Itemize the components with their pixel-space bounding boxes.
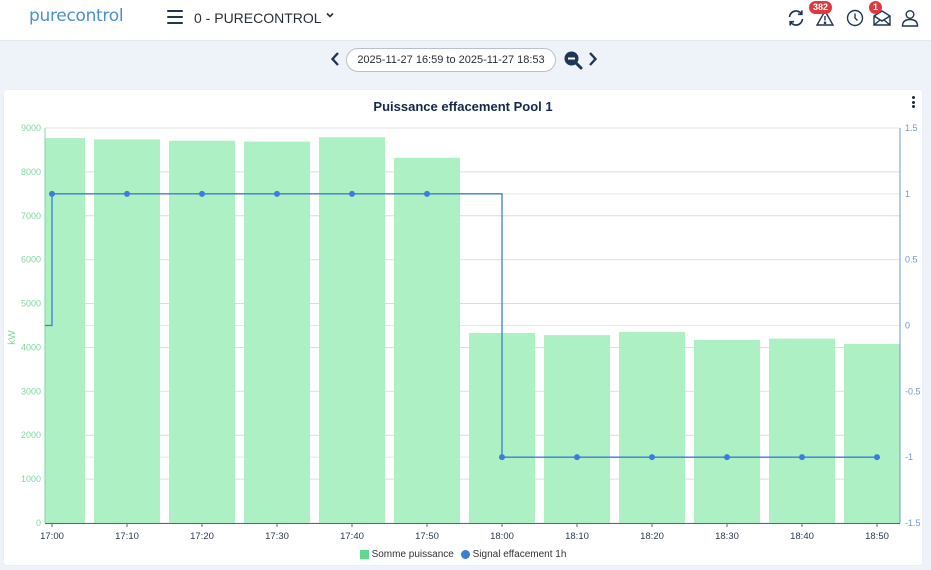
- next-range-button[interactable]: [588, 51, 598, 72]
- signal-point[interactable]: [49, 190, 55, 197]
- svg-text:4000: 4000: [21, 342, 41, 352]
- svg-text:7000: 7000: [21, 211, 41, 221]
- svg-text:8000: 8000: [21, 167, 41, 177]
- svg-text:17:00: 17:00: [40, 531, 64, 542]
- svg-text:0: 0: [905, 321, 910, 331]
- menu-icon[interactable]: [167, 10, 183, 24]
- alerts-badge: 382: [809, 1, 833, 14]
- svg-text:18:30: 18:30: [715, 531, 739, 542]
- bar-1710[interactable]: [94, 139, 160, 523]
- svg-text:18:10: 18:10: [565, 531, 589, 542]
- bar-1730[interactable]: [244, 141, 310, 523]
- svg-text:18:40: 18:40: [790, 531, 814, 542]
- refresh-icon[interactable]: [786, 8, 806, 28]
- date-range-bar: 2025-11-27 16:59 to 2025-11-27 18:53: [0, 47, 931, 75]
- legend-item-somme-puissance[interactable]: Somme puissance: [359, 549, 454, 560]
- svg-text:1000: 1000: [21, 474, 41, 484]
- chart-title: Puissance effacement Pool 1: [373, 99, 553, 114]
- signal-point[interactable]: [199, 190, 205, 197]
- bar-1820[interactable]: [619, 332, 685, 523]
- bar-1750[interactable]: [394, 157, 460, 523]
- bar-1740[interactable]: [319, 137, 385, 523]
- svg-text:2000: 2000: [21, 430, 41, 440]
- svg-text:1: 1: [905, 189, 910, 199]
- warning-icon[interactable]: 382: [809, 1, 835, 28]
- svg-text:17:20: 17:20: [190, 531, 214, 542]
- signal-point[interactable]: [349, 190, 355, 197]
- signal-point[interactable]: [574, 454, 580, 461]
- user-icon[interactable]: [900, 8, 920, 28]
- svg-text:6000: 6000: [21, 255, 41, 265]
- bar-1810[interactable]: [544, 335, 610, 523]
- line-swatch-icon: [460, 550, 470, 559]
- signal-point[interactable]: [874, 454, 880, 461]
- logo[interactable]: purecontrol: [29, 6, 124, 26]
- svg-text:17:10: 17:10: [115, 531, 139, 542]
- bar-1850[interactable]: [844, 343, 900, 523]
- svg-text:0: 0: [36, 518, 41, 528]
- svg-text:18:00: 18:00: [490, 531, 514, 542]
- signal-point[interactable]: [424, 190, 430, 197]
- chart-card: Puissance effacement Pool 1 0 1000 2000 300…: [4, 90, 922, 565]
- site-selector[interactable]: 0 - PURECONTROL: [194, 10, 322, 26]
- signal-point[interactable]: [124, 190, 130, 197]
- signal-point[interactable]: [724, 454, 730, 461]
- svg-text:17:40: 17:40: [340, 531, 364, 542]
- svg-text:1.5: 1.5: [905, 123, 918, 133]
- date-range-picker[interactable]: 2025-11-27 16:59 to 2025-11-27 18:53: [346, 48, 556, 72]
- svg-text:17:30: 17:30: [265, 531, 289, 542]
- svg-text:-1.5: -1.5: [905, 518, 921, 528]
- signal-point[interactable]: [499, 454, 505, 461]
- mail-icon[interactable]: 1: [869, 1, 892, 28]
- bar-1830[interactable]: [694, 339, 760, 523]
- messages-badge: 1: [869, 1, 883, 14]
- svg-text:3000: 3000: [21, 386, 41, 396]
- svg-text:17:50: 17:50: [415, 531, 439, 542]
- bar-1720[interactable]: [169, 140, 235, 523]
- bar-1840[interactable]: [769, 338, 835, 523]
- svg-text:kW: kW: [7, 330, 18, 345]
- svg-text:0.5: 0.5: [905, 255, 918, 265]
- svg-text:9000: 9000: [21, 123, 41, 133]
- chart-menu-icon[interactable]: [909, 96, 917, 110]
- svg-text:18:50: 18:50: [865, 531, 889, 542]
- clock-icon[interactable]: [845, 8, 865, 28]
- signal-point[interactable]: [649, 454, 655, 461]
- previous-range-button[interactable]: [330, 51, 340, 72]
- signal-point[interactable]: [799, 454, 805, 461]
- svg-text:18:20: 18:20: [640, 531, 664, 542]
- legend-item-signal-effacement[interactable]: Signal effacement 1h: [460, 549, 566, 560]
- signal-point[interactable]: [274, 190, 280, 197]
- zoom-out-button[interactable]: [563, 50, 583, 75]
- top-bar: purecontrol 0 - PURECONTROL 382 1: [0, 0, 931, 41]
- bar-swatch-icon: [359, 550, 369, 559]
- svg-text:5000: 5000: [21, 299, 41, 309]
- chart-plot[interactable]: 0 1000 2000 3000 4000 5000 6000 7000 8000 9000 -1.…: [4, 90, 922, 550]
- chevron-down-icon[interactable]: [325, 9, 335, 23]
- chart-legend: Somme puissance Signal effacement 1h: [4, 549, 922, 562]
- svg-text:-1: -1: [905, 452, 913, 462]
- svg-text:-0.5: -0.5: [905, 386, 921, 396]
